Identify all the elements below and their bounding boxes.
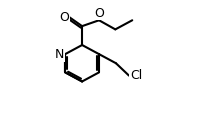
Text: O: O [59,11,69,24]
Text: Cl: Cl [130,69,142,82]
Text: O: O [94,7,104,20]
Text: N: N [55,48,64,61]
